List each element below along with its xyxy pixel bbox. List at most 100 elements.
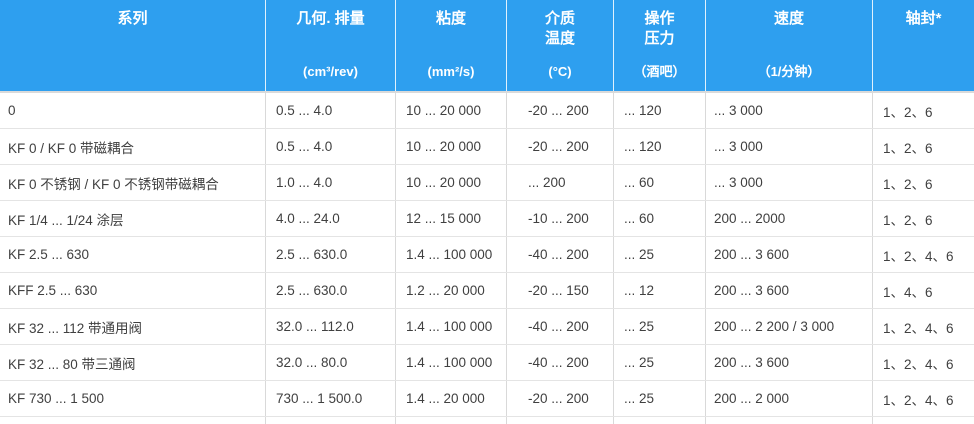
table-cell: KFF 2.5 ... 630 bbox=[8, 283, 98, 298]
table-cell: 200 ... 2 000 bbox=[705, 381, 872, 416]
table-row: KF 32 ... 112 带通用阀 32.0 ... 112.0 1.4 ... … bbox=[0, 309, 974, 345]
table-row: KF 0 / KF 0 带磁耦合 0.5 ... 4.0 10 ... 20 000… bbox=[0, 129, 974, 165]
table-cell: 2.5 ... 630.0 bbox=[265, 273, 395, 308]
table-cell: ... 12 bbox=[613, 273, 705, 308]
table-cell bbox=[506, 417, 613, 424]
table-cell: 2.5 ... 630.0 bbox=[265, 237, 395, 272]
table-cell: 200 ... 2 200 / 3 000 bbox=[705, 309, 872, 344]
table-cell: 200 ... 2000 bbox=[705, 201, 872, 236]
table-cell: 200 ... 3 600 bbox=[705, 273, 872, 308]
table-row: KF 0 不锈钢 / KF 0 不锈钢带磁耦合 1.0 ... 4.0 10 ...… bbox=[0, 165, 974, 201]
table-cell: 1、2、6 bbox=[872, 129, 974, 164]
table-cell: KF 1/4 ... 1/24 涂层 bbox=[8, 212, 124, 228]
table-cell bbox=[705, 417, 872, 424]
column-title: 轴封* bbox=[905, 10, 942, 27]
column-title: 介质 温度 bbox=[544, 10, 575, 48]
table-cell: 1、2、6 bbox=[872, 201, 974, 236]
table-cell: -40 ... 200 bbox=[506, 345, 613, 380]
table-cell: ... 3 000 bbox=[705, 165, 872, 200]
table-cell: ... 60 bbox=[613, 201, 705, 236]
column-header-media-temperature: 介质 温度 (°C) bbox=[506, 0, 613, 91]
table-cell: KF 730 ... 1 500 bbox=[8, 391, 105, 406]
table-row: KF 2.5 ... 630 2.5 ... 630.0 1.4 ... 100 0… bbox=[0, 237, 974, 273]
column-title: 粘度 bbox=[435, 10, 466, 27]
column-unit: (°C) bbox=[548, 64, 572, 79]
table-cell: ... 25 bbox=[613, 345, 705, 380]
table-cell: 1、2、6 bbox=[872, 165, 974, 200]
column-header-series: 系列 bbox=[0, 0, 265, 91]
table-cell: KF 32 ... 80 带三通阀 bbox=[8, 356, 136, 372]
table-cell: KF 0 不锈钢 / KF 0 不锈钢带磁耦合 bbox=[8, 176, 219, 192]
table-cell: -40 ... 200 bbox=[506, 237, 613, 272]
table-cell: 0.5 ... 4.0 bbox=[265, 93, 395, 128]
column-unit: （酒吧） bbox=[633, 64, 686, 79]
table-header-row: 系列 几何. 排量 (cm³/rev) 粘度 (mm²/s) 介质 温度 (°C… bbox=[0, 0, 974, 93]
table-cell: -10 ... 200 bbox=[506, 201, 613, 236]
table-cell bbox=[0, 417, 265, 424]
table-cell: 4.0 ... 24.0 bbox=[265, 201, 395, 236]
column-header-speed: 速度 （1/分钟） bbox=[705, 0, 872, 91]
table-cell: ... 120 bbox=[613, 129, 705, 164]
table-cell: 10 ... 20 000 bbox=[395, 93, 506, 128]
table-cell: 1.4 ... 100 000 bbox=[395, 345, 506, 380]
table-cell: 730 ... 1 500.0 bbox=[265, 381, 395, 416]
table-cell: ... 200 bbox=[506, 165, 613, 200]
column-unit: (cm³/rev) bbox=[303, 64, 358, 79]
table-row: KFF 2.5 ... 630 2.5 ... 630.0 1.2 ... 20 0… bbox=[0, 273, 974, 309]
table-cell: KF 0 / KF 0 带磁耦合 bbox=[8, 140, 135, 156]
table-cell: 1、2、4、6 bbox=[872, 237, 974, 272]
table-cell: KF 32 ... 112 带通用阀 bbox=[8, 320, 143, 336]
table-cell: ... 25 bbox=[613, 309, 705, 344]
table-row: KF 1/4 ... 1/24 涂层 4.0 ... 24.0 12 ... 15 … bbox=[0, 201, 974, 237]
table-cell: ... 3 000 bbox=[705, 93, 872, 128]
table-cell: 12 ... 15 000 bbox=[395, 201, 506, 236]
column-title: 系列 bbox=[117, 10, 148, 27]
column-title: 几何. 排量 bbox=[296, 10, 365, 27]
table-cell: ... 25 bbox=[613, 237, 705, 272]
table-cell: 1、2、4、6 bbox=[872, 309, 974, 344]
table-cell: 32.0 ... 80.0 bbox=[265, 345, 395, 380]
table-cell: 1.4 ... 100 000 bbox=[395, 237, 506, 272]
column-header-viscosity: 粘度 (mm²/s) bbox=[395, 0, 506, 91]
table-row: KF 730 ... 1 500 730 ... 1 500.0 1.4 ... 2… bbox=[0, 381, 974, 417]
table-cell: -20 ... 150 bbox=[506, 273, 613, 308]
table-cell: 32.0 ... 112.0 bbox=[265, 309, 395, 344]
table-cell bbox=[395, 417, 506, 424]
table-cell: 1、4、6 bbox=[872, 273, 974, 308]
table-cell bbox=[872, 417, 974, 424]
table-row: KF 32 ... 80 带三通阀 32.0 ... 80.0 1.4 ... 10… bbox=[0, 345, 974, 381]
table-cell: -20 ... 200 bbox=[506, 129, 613, 164]
table-cell: ... 25 bbox=[613, 381, 705, 416]
table-cell: ... 3 000 bbox=[705, 129, 872, 164]
table-cell: 200 ... 3 600 bbox=[705, 345, 872, 380]
table-cell: 0 bbox=[8, 103, 16, 118]
table-cell: 0.5 ... 4.0 bbox=[265, 129, 395, 164]
table-cell: -20 ... 200 bbox=[506, 381, 613, 416]
table-cell: 1.4 ... 100 000 bbox=[395, 309, 506, 344]
column-title: 操作 压力 bbox=[644, 10, 675, 48]
table-cell: 1、2、6 bbox=[872, 93, 974, 128]
table-cell: KF 2.5 ... 630 bbox=[8, 247, 90, 262]
table-cell: 200 ... 3 600 bbox=[705, 237, 872, 272]
column-unit: （1/分钟） bbox=[757, 64, 821, 79]
table-cell bbox=[265, 417, 395, 424]
partial-next-row bbox=[0, 417, 974, 424]
table-cell bbox=[613, 417, 705, 424]
table-cell: ... 60 bbox=[613, 165, 705, 200]
table-cell: 10 ... 20 000 bbox=[395, 165, 506, 200]
table-cell: -40 ... 200 bbox=[506, 309, 613, 344]
column-title: 速度 bbox=[773, 10, 804, 27]
table-cell: 1、2、4、6 bbox=[872, 381, 974, 416]
column-unit: (mm²/s) bbox=[427, 64, 475, 79]
column-header-geometric-displacement: 几何. 排量 (cm³/rev) bbox=[265, 0, 395, 91]
table-cell: 1、2、4、6 bbox=[872, 345, 974, 380]
table-cell: 1.0 ... 4.0 bbox=[265, 165, 395, 200]
column-header-shaft-seal: 轴封* bbox=[872, 0, 974, 91]
table-cell: ... 120 bbox=[613, 93, 705, 128]
table-cell: 1.2 ... 20 000 bbox=[395, 273, 506, 308]
table-body: 0 0.5 ... 4.0 10 ... 20 000 -20 ... 200... … bbox=[0, 93, 974, 417]
column-header-operating-pressure: 操作 压力 （酒吧） bbox=[613, 0, 705, 91]
table-cell: 1.4 ... 20 000 bbox=[395, 381, 506, 416]
table-row: 0 0.5 ... 4.0 10 ... 20 000 -20 ... 200... … bbox=[0, 93, 974, 129]
